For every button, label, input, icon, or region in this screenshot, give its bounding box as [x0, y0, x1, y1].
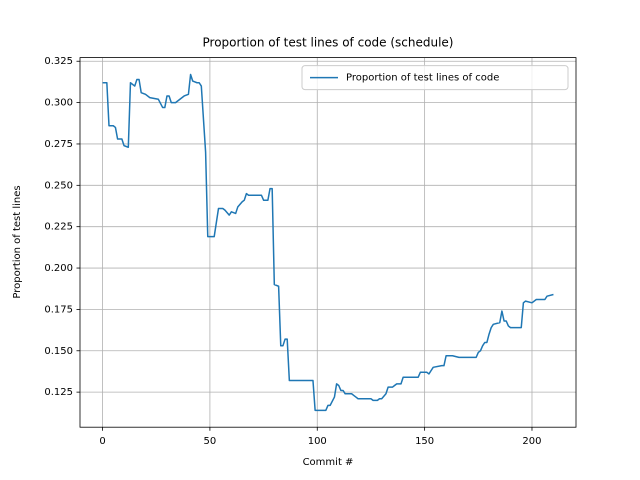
y-tick-label: 0.125: [44, 387, 73, 398]
chart-title: Proportion of test lines of code (schedu…: [203, 36, 454, 50]
x-axis-label: Commit #: [303, 457, 354, 468]
axes-frame: [79, 57, 577, 428]
legend-box: [301, 65, 569, 91]
x-tick-label: 100: [308, 436, 327, 447]
y-tick-label: 0.150: [44, 346, 73, 357]
y-tick-label: 0.300: [44, 98, 73, 109]
legend-label: Proportion of test lines of code: [346, 73, 499, 84]
y-tick-label: 0.175: [44, 304, 73, 315]
x-tick-label: 200: [522, 436, 541, 447]
y-tick-label: 0.250: [44, 180, 73, 191]
x-tick-label: 50: [204, 436, 217, 447]
y-axis-label: Proportion of test lines: [12, 185, 23, 298]
y-tick-label: 0.225: [44, 222, 73, 233]
y-tick-label: 0.325: [44, 56, 73, 67]
x-tick-label: 0: [99, 436, 105, 447]
x-tick-label: 150: [415, 436, 434, 447]
y-tick-label: 0.275: [44, 139, 73, 150]
y-tick-label: 0.200: [44, 263, 73, 274]
data-line: [102, 73, 554, 412]
